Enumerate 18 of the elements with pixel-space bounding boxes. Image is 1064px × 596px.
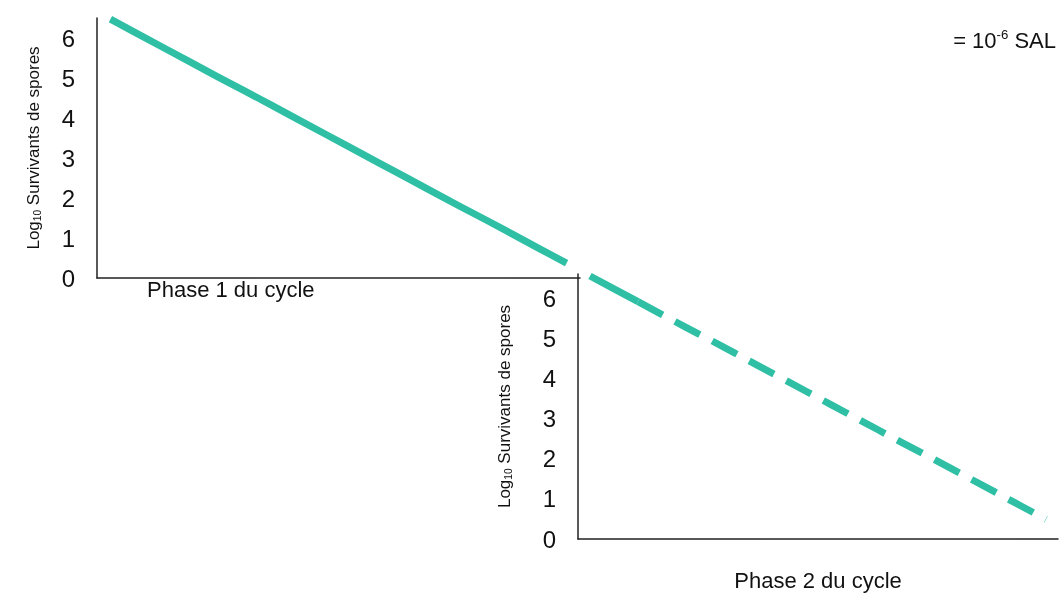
y-axis-title: Log10 Survivants de spores bbox=[495, 304, 514, 509]
y-tick-label: 0 bbox=[542, 525, 556, 553]
y-tick-label: 4 bbox=[542, 364, 556, 392]
x-axis-title: Phase 1 du cycle bbox=[147, 276, 315, 302]
y-tick-label: 2 bbox=[542, 445, 556, 473]
y-tick-label: 1 bbox=[542, 485, 556, 513]
y-tick-label: 1 bbox=[61, 224, 75, 252]
y-tick-label: 3 bbox=[542, 405, 556, 433]
y-tick-label: 3 bbox=[61, 144, 75, 172]
y-tick-label: 6 bbox=[542, 284, 556, 312]
y-tick-label: 0 bbox=[61, 264, 75, 292]
y-axis-title: Log10 Survivants de spores bbox=[24, 46, 43, 250]
y-tick-label: 5 bbox=[542, 324, 556, 352]
y-tick-label: 4 bbox=[61, 104, 75, 132]
x-axis-title: Phase 2 du cycle bbox=[734, 567, 902, 593]
y-tick-label: 6 bbox=[61, 24, 75, 52]
y-tick-label: 2 bbox=[61, 184, 75, 212]
y-tick-label: 5 bbox=[61, 64, 75, 92]
